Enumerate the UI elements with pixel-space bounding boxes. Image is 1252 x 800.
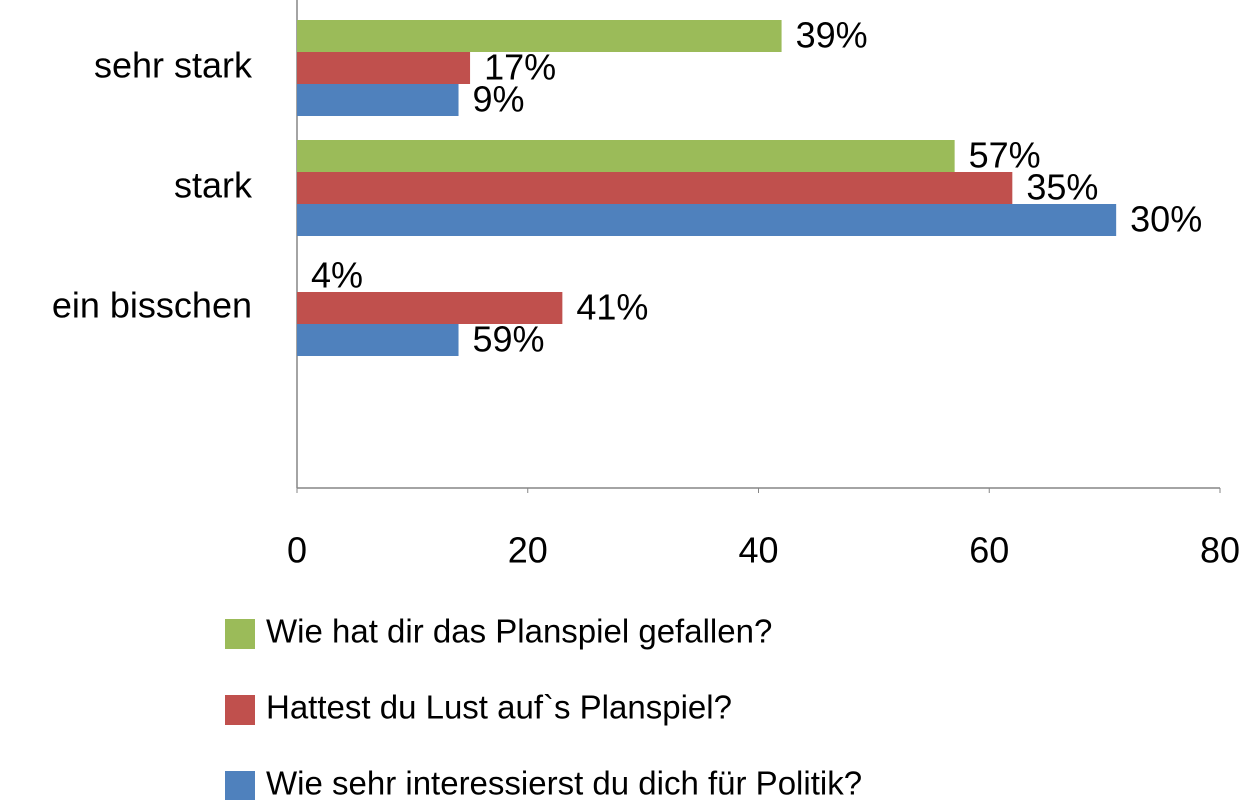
bar (297, 52, 471, 84)
bar (297, 84, 459, 116)
legend-swatch (225, 619, 255, 649)
data-label: 41% (576, 287, 648, 328)
data-label: 39% (796, 15, 868, 56)
data-label: 35% (1026, 167, 1098, 208)
bar (297, 292, 563, 324)
x-tick-label: 20 (508, 530, 548, 571)
bar (297, 324, 459, 356)
x-tick-label: 80 (1200, 530, 1240, 571)
data-label: 30% (1130, 199, 1202, 240)
legend-swatch (225, 695, 255, 725)
x-tick-label: 60 (969, 530, 1009, 571)
data-label: 17% (484, 47, 556, 88)
x-tick-label: 40 (738, 530, 778, 571)
data-label: 9% (473, 79, 525, 120)
bar (297, 20, 782, 52)
legend-swatch (225, 771, 255, 800)
legend-label: Wie hat dir das Planspiel gefallen? (266, 613, 772, 650)
category-label: stark (174, 165, 253, 206)
bar (297, 204, 1117, 236)
bar (297, 140, 955, 172)
data-label: 59% (473, 319, 545, 360)
bar (297, 172, 1013, 204)
category-label: sehr stark (94, 45, 253, 86)
legend-label: Hattest du Lust auf`s Planspiel? (266, 689, 732, 726)
category-label: ein bisschen (52, 285, 252, 326)
data-label: 57% (969, 135, 1041, 176)
x-tick-label: 0 (287, 530, 307, 571)
legend-label: Wie sehr interessierst du dich für Polit… (266, 765, 862, 800)
data-label: 4% (311, 255, 363, 296)
